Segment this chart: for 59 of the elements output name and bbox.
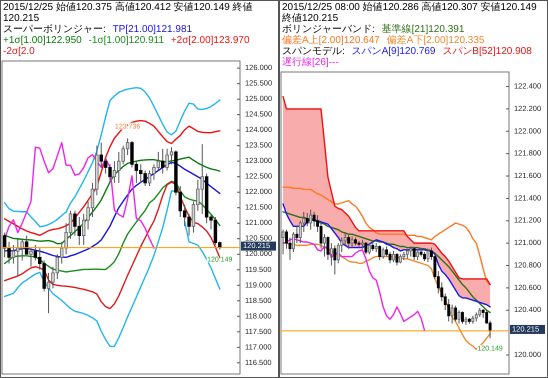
text: 偏差A下[2.00]120.335	[386, 35, 484, 46]
text: TP[21.00]121.981	[112, 24, 192, 35]
text: スパンB[52]120.908	[442, 46, 532, 57]
line-series	[4, 142, 155, 249]
legend-title: ボリンジャーバンド:	[282, 24, 375, 35]
candlestick	[412, 247, 416, 260]
candlestick	[333, 244, 336, 275]
text: 遅行線[26]---	[282, 57, 339, 68]
candlestick	[409, 246, 412, 258]
text: スパンA[9]120.769	[352, 46, 436, 57]
line-series	[282, 186, 491, 286]
text: -1σ[1.00]120.911	[88, 35, 164, 46]
candlestick	[152, 164, 156, 180]
candlestick	[458, 310, 460, 324]
text: -2σ[2.0	[3, 46, 35, 57]
candlestick	[378, 244, 382, 260]
candlestick	[392, 250, 395, 263]
candlestick	[461, 310, 464, 324]
legend-title: スーパーボリンジャー:	[3, 24, 106, 35]
text: 基準線[21]120.391	[382, 24, 464, 35]
candlestick	[2, 232, 6, 258]
candlestick	[426, 248, 430, 263]
line-series	[4, 86, 220, 228]
candlestick	[309, 209, 312, 230]
candlestick	[24, 235, 28, 255]
candlestick	[104, 158, 108, 174]
text: 偏差A上[2.00]120.647	[282, 35, 380, 46]
chart-title: 2015/12/25 08:00 始値120.286 高値120.307 安値120.149 終値120.215	[282, 2, 537, 24]
candlestick	[364, 242, 368, 255]
candlestick	[450, 304, 454, 324]
candlestick	[295, 226, 298, 244]
chart-title: 2015/12/25 始値120.375 高値120.412 安値120.149 終値120.215	[3, 2, 253, 24]
candlestick	[165, 148, 169, 172]
candlestick	[323, 234, 326, 258]
candlestick	[350, 236, 354, 248]
candlestick	[347, 234, 350, 250]
chart-subtitle: スパンモデル:	[282, 46, 345, 57]
candlestick	[112, 160, 116, 184]
candlestick	[46, 272, 50, 314]
candlestick	[282, 229, 285, 255]
text: +1σ[1.00]122.950	[3, 35, 82, 46]
candlestick	[73, 210, 77, 236]
candlestick	[170, 146, 174, 165]
candlestick	[161, 148, 164, 174]
candlestick	[306, 212, 309, 227]
candlestick	[34, 244, 38, 261]
candlestick	[454, 305, 458, 322]
candlestick	[395, 252, 398, 266]
candlestick	[382, 247, 385, 260]
candlestick	[368, 242, 371, 255]
candlestick	[214, 216, 218, 246]
text: +2σ[2.00]123.970	[170, 35, 250, 46]
candlestick	[12, 244, 16, 264]
candlestick	[148, 170, 152, 187]
candlestick	[187, 213, 191, 236]
line-series	[4, 120, 220, 236]
candlestick	[330, 242, 333, 266]
candlestick	[416, 249, 420, 260]
candlestick	[143, 170, 147, 187]
